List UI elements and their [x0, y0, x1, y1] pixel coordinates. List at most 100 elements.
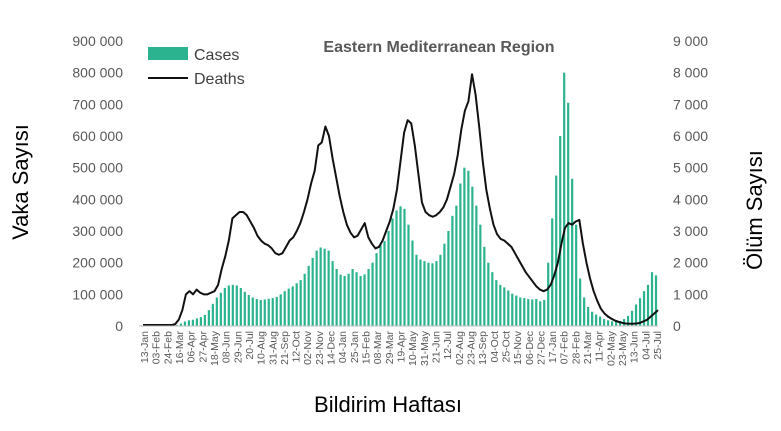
y2-tick-label: 3 000: [673, 223, 708, 239]
x-tick-label: 19-Apr: [396, 330, 408, 362]
x-axis-title: Bildirim Haftası: [314, 392, 462, 417]
bar-series-cases: [171, 72, 658, 326]
x-tick-label: 31-Aug: [267, 331, 279, 365]
x-tick-label: 31-May: [419, 330, 431, 366]
x-tick-label: 04-Jan: [337, 331, 349, 363]
bar-cases: [351, 269, 354, 326]
x-tick-label: 15-Feb: [361, 331, 373, 364]
bar-cases: [187, 320, 191, 326]
bar-cases: [630, 310, 634, 326]
bar-cases: [519, 297, 522, 326]
bar-cases: [451, 215, 454, 326]
bar-cases: [319, 247, 322, 326]
bar-cases: [263, 299, 266, 326]
y2-tick-label: 8 000: [673, 65, 708, 81]
bar-cases: [654, 275, 658, 326]
bar-cases: [423, 261, 426, 326]
bar-cases: [275, 296, 278, 326]
bar-cases: [211, 303, 214, 326]
x-tick-label: 13-Jun: [629, 331, 641, 363]
bar-cases: [447, 231, 450, 326]
y2-axis-ticks: 0 1 000 2 000 3 000 4 000 5 000 6 000 7 000 8 00…: [673, 33, 708, 334]
bar-cases: [479, 224, 482, 326]
bar-cases: [391, 218, 394, 326]
x-tick-label: 08-Mar: [372, 331, 384, 365]
x-tick-label: 29-Mar: [384, 331, 396, 365]
bar-cases: [607, 320, 610, 326]
bar-cases: [271, 298, 274, 326]
y2-tick-label: 7 000: [673, 96, 708, 112]
bar-cases: [483, 246, 486, 326]
x-tick-label: 02-Aug: [454, 331, 466, 365]
bar-cases: [610, 321, 614, 326]
bar-cases: [638, 298, 642, 326]
x-tick-label: 10-Aug: [256, 331, 268, 365]
x-tick-label: 13-Sep: [477, 331, 489, 365]
bar-cases: [443, 243, 446, 326]
bar-cases: [291, 286, 294, 326]
y2-tick-label: 9 000: [673, 33, 708, 49]
x-tick-label: 21-Jun: [431, 331, 443, 363]
x-tick-label: 04-Oct: [489, 331, 501, 363]
bar-cases: [347, 273, 350, 326]
bar-cases: [467, 170, 470, 326]
bar-cases: [626, 315, 630, 326]
bar-cases: [523, 298, 526, 326]
x-tick-label: 17-Jan: [547, 331, 559, 363]
bar-cases: [303, 273, 306, 326]
bar-cases: [403, 208, 406, 326]
bar-cases: [315, 250, 318, 326]
bar-cases: [231, 284, 234, 326]
bar-cases: [650, 272, 654, 326]
x-tick-label: 25-Jan: [349, 331, 361, 363]
bar-cases: [195, 318, 198, 326]
x-tick-label: 12-Oct: [291, 331, 303, 363]
x-tick-label: 18-May: [209, 330, 221, 366]
y-tick-label: 0: [115, 318, 123, 334]
bar-cases: [503, 287, 506, 326]
x-tick-label: 25-Jul: [652, 331, 664, 360]
bar-cases: [583, 297, 586, 326]
x-tick-label: 27-Dec: [535, 331, 547, 365]
bar-cases: [614, 321, 618, 326]
bar-cases: [487, 262, 490, 326]
x-tick-label: 20-Jul: [244, 331, 256, 360]
x-tick-label: 25-Oct: [500, 331, 512, 363]
y2-axis-title: Ölüm Sayısı: [742, 150, 767, 270]
bar-cases: [599, 316, 602, 326]
x-tick-label: 28-Feb: [570, 331, 582, 364]
bar-cases: [563, 72, 566, 326]
y-tick-label: 900 000: [72, 33, 123, 49]
bar-cases: [239, 288, 242, 326]
bar-cases: [331, 261, 334, 326]
bar-cases: [618, 320, 622, 326]
bar-cases: [383, 241, 386, 326]
bar-cases: [259, 300, 262, 326]
x-axis-ticks: 13-Jan 03-Feb 24-Feb 16-Mar 06-Apr 27-Apr 18-M…: [139, 330, 664, 366]
bar-cases: [375, 253, 378, 326]
bar-cases: [323, 248, 326, 326]
bar-cases: [283, 291, 286, 326]
bar-cases: [223, 288, 226, 326]
bar-cases: [311, 257, 314, 326]
bar-cases: [551, 218, 554, 326]
bar-cases: [359, 275, 362, 326]
bar-cases: [407, 224, 410, 326]
bar-cases: [595, 314, 598, 326]
bar-cases: [339, 274, 342, 326]
bar-cases: [415, 254, 418, 326]
bar-cases: [255, 299, 258, 326]
bar-cases: [367, 269, 370, 326]
x-tick-label: 04-Jul: [640, 331, 652, 360]
bar-cases: [539, 301, 542, 326]
x-tick-label: 29-Jun: [232, 331, 244, 363]
bar-cases: [475, 205, 478, 326]
y-tick-label: 100 000: [72, 286, 123, 302]
x-tick-label: 16-Mar: [174, 331, 186, 365]
bar-cases: [207, 310, 210, 326]
legend-label-deaths: Deaths: [194, 71, 245, 88]
bar-cases: [379, 245, 382, 326]
bar-cases: [495, 280, 498, 326]
y-tick-label: 200 000: [72, 255, 123, 271]
